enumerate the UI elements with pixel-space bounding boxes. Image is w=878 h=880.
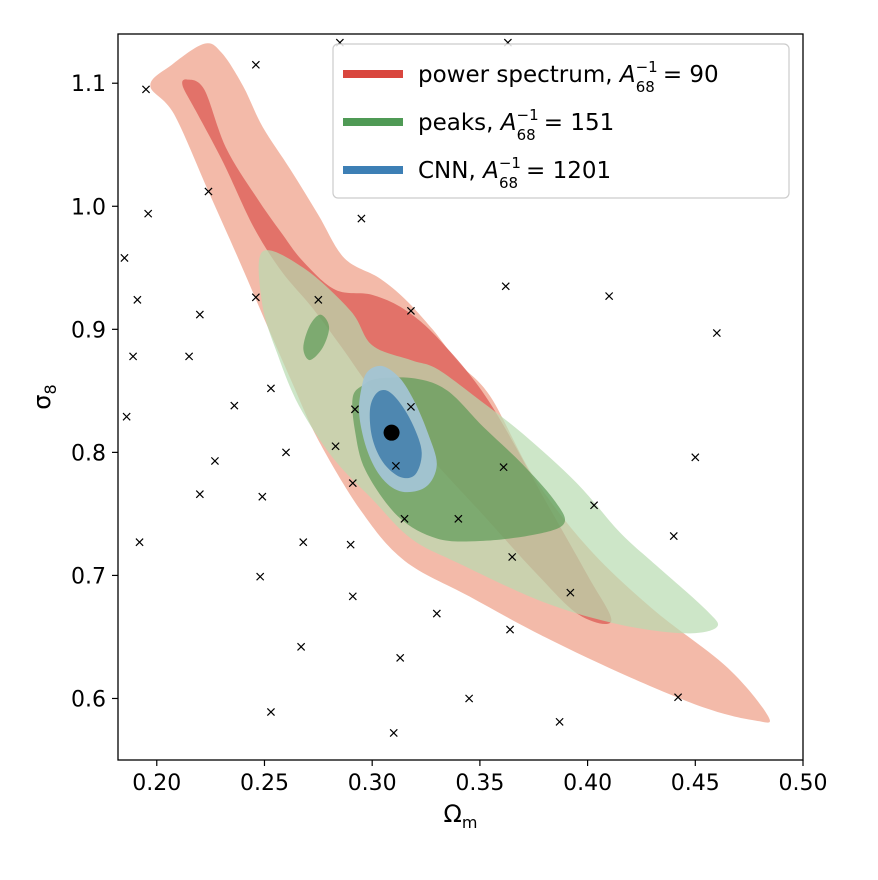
legend-label: power spectrum, A−1 68 = 90 bbox=[418, 58, 719, 96]
sample-point bbox=[350, 405, 359, 414]
y-tick-label: 1.1 bbox=[71, 72, 106, 97]
sample-point bbox=[674, 693, 683, 702]
sample-point bbox=[396, 653, 405, 662]
sample-point bbox=[331, 442, 340, 451]
legend-entry: power spectrum, A−1 68 = 90 bbox=[343, 58, 719, 96]
x-tick-label: 0.40 bbox=[563, 771, 612, 796]
y-tick-label: 0.8 bbox=[71, 441, 106, 466]
legend-label: CNN, A−1 68 = 1201 bbox=[418, 154, 611, 192]
x-axis-label: Ωm bbox=[444, 800, 478, 832]
sample-point bbox=[712, 328, 721, 338]
sample-point bbox=[230, 401, 239, 410]
y-tick-label: 1.0 bbox=[71, 195, 106, 220]
sample-point bbox=[590, 501, 599, 510]
plot-frame bbox=[117, 33, 804, 761]
x-tick-label: 0.20 bbox=[132, 771, 181, 796]
sample-point bbox=[129, 352, 138, 361]
axes: 0.20 0.25 0.30 0.35 0.40 0.45 0.50 0.6 0.7 0.8 0.9… bbox=[28, 33, 828, 832]
sample-point bbox=[555, 717, 564, 726]
sample-point bbox=[566, 588, 575, 597]
sample-point bbox=[266, 707, 275, 717]
sample-point bbox=[348, 592, 357, 601]
y-tick-label: 0.6 bbox=[71, 687, 106, 712]
sample-point bbox=[314, 295, 323, 304]
x-tick-label: 0.45 bbox=[671, 771, 720, 796]
sample-point bbox=[432, 609, 441, 618]
sample-point bbox=[501, 282, 510, 291]
sample-point bbox=[122, 412, 131, 421]
sample-point bbox=[357, 214, 366, 223]
sample-point bbox=[506, 625, 515, 634]
x-tick-label: 0.50 bbox=[779, 771, 828, 796]
x-tick-label: 0.25 bbox=[240, 771, 289, 796]
sample-point bbox=[669, 532, 678, 541]
sample-point bbox=[256, 572, 265, 581]
sample-point bbox=[204, 187, 213, 196]
sample-point bbox=[605, 292, 614, 301]
sample-point bbox=[195, 490, 204, 499]
sample-point bbox=[400, 514, 409, 523]
sample-point bbox=[135, 538, 144, 547]
peaks-contour-68-island bbox=[303, 314, 330, 361]
sample-point bbox=[299, 538, 308, 547]
sample-point bbox=[348, 479, 357, 488]
sample-point bbox=[281, 448, 291, 457]
fiducial-point bbox=[383, 424, 400, 441]
legend-box bbox=[332, 43, 790, 199]
sample-point bbox=[346, 540, 355, 549]
sample-point bbox=[185, 352, 194, 361]
legend-entry: CNN, A−1 68 = 1201 bbox=[343, 154, 611, 192]
sample-point bbox=[258, 492, 267, 501]
sample-point bbox=[499, 463, 508, 472]
sample-point bbox=[389, 728, 398, 737]
sample-point bbox=[195, 310, 204, 319]
sample-point bbox=[251, 60, 260, 69]
sample-point bbox=[144, 209, 153, 218]
y-axis-label: σ8 bbox=[28, 384, 60, 409]
sample-point bbox=[454, 514, 463, 523]
legend: power spectrum, A−1 68 = 90 peaks, A−1 68 = 1… bbox=[332, 43, 790, 199]
y-tick-label: 0.7 bbox=[71, 564, 106, 589]
sample-point bbox=[691, 453, 700, 462]
sample-point bbox=[251, 293, 260, 302]
sample-point bbox=[406, 402, 415, 411]
legend-label: peaks, A−1 68 = 151 bbox=[418, 106, 614, 144]
sample-point bbox=[465, 694, 474, 703]
sample-point bbox=[120, 253, 129, 262]
sample-point bbox=[391, 461, 400, 470]
sample-point bbox=[266, 384, 275, 393]
plot-area bbox=[150, 43, 770, 723]
x-tick-label: 0.30 bbox=[348, 771, 397, 796]
sample-point bbox=[406, 306, 415, 315]
sample-point bbox=[133, 295, 142, 304]
sample-point bbox=[210, 456, 219, 466]
y-tick-label: 0.9 bbox=[71, 318, 106, 343]
legend-entry: peaks, A−1 68 = 151 bbox=[343, 106, 614, 144]
sample-point bbox=[297, 642, 306, 651]
sample-point bbox=[141, 85, 151, 94]
x-tick-label: 0.35 bbox=[455, 771, 504, 796]
sample-point bbox=[508, 552, 517, 561]
